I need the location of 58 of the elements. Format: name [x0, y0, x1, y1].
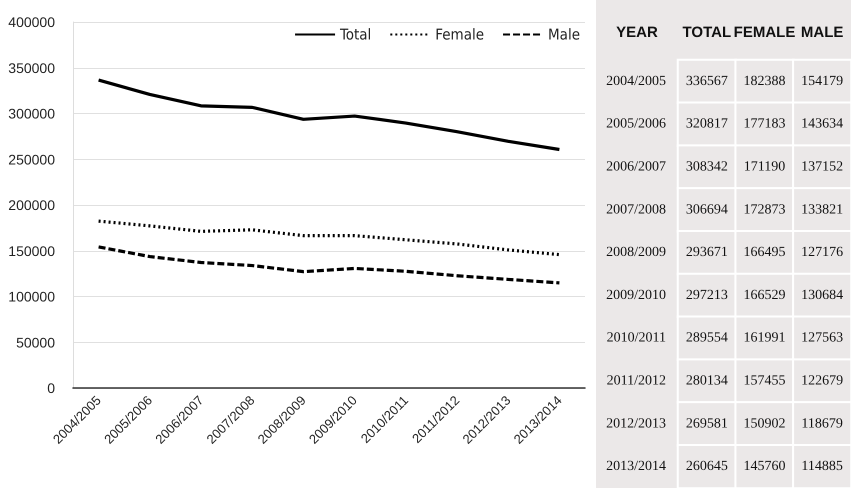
x-tick-label: TOTAL: [682, 24, 732, 41]
y-tick-label: 150000: [8, 242, 56, 259]
y-tick-label: 2007/2008: [606, 202, 666, 218]
data-label: 293671: [686, 245, 728, 260]
y-tick-label: 2008/2009: [606, 245, 666, 260]
data-label: 150902: [744, 416, 786, 432]
y-tick-label: 2010/2011: [606, 330, 666, 346]
y-tick-label: 2009/2010: [606, 288, 666, 303]
x-tick-label: MALE: [800, 24, 844, 41]
y-tick-label: 2006/2007: [606, 160, 666, 174]
y-tick-label: 2013/2014: [606, 459, 666, 474]
y-tick-label: 250000: [8, 151, 56, 168]
y-tick-label: 2011/2012: [606, 374, 666, 388]
y-tick-label: 350000: [8, 60, 56, 76]
y-tick-label: 0: [47, 380, 56, 396]
y-tick-label: 300000: [8, 106, 56, 122]
data-label: 172873: [744, 202, 786, 218]
data-label: 157455: [744, 374, 786, 388]
data-label: 118679: [801, 416, 843, 432]
data-label: 320817: [686, 116, 728, 132]
data-label: 137152: [801, 160, 844, 174]
data-label: 127563: [801, 330, 844, 346]
line-series: [97, 220, 561, 256]
data-label: 260645: [686, 459, 728, 474]
data-label: 122679: [801, 374, 844, 388]
data-label: 182388: [744, 74, 786, 89]
legend-label: Male: [548, 26, 580, 44]
data-label: 143634: [801, 116, 844, 132]
data-label: 336567: [686, 74, 728, 89]
legend-label: Total: [339, 26, 372, 44]
data-label: 297213: [686, 288, 728, 303]
data-label: 133821: [801, 202, 844, 218]
y-tick-label: 50000: [16, 334, 56, 350]
y-axis-title: YEAR: [616, 24, 658, 41]
data-label: 171190: [744, 160, 786, 174]
legend-label: Female: [435, 26, 484, 44]
data-label: 161991: [744, 330, 786, 346]
data-label: 269581: [686, 416, 728, 432]
data-label: 154179: [801, 74, 844, 89]
data-label: 308342: [686, 160, 728, 174]
y-tick-label: 2004/2005: [606, 74, 666, 89]
y-tick-label: 200000: [8, 197, 56, 213]
x-tick-label: FEMALE: [734, 24, 796, 41]
data-label: 166495: [744, 245, 786, 260]
data-label: 177183: [744, 116, 786, 132]
data-label: 289554: [686, 330, 728, 346]
data-label: 127176: [801, 245, 844, 260]
line-series: [97, 78, 561, 152]
data-label: 306694: [686, 202, 728, 218]
y-tick-label: 2005/2006: [606, 116, 666, 132]
y-tick-label: 400000: [8, 14, 56, 30]
data-label: 145760: [744, 459, 786, 474]
y-tick-label: 100000: [8, 288, 56, 304]
data-label: 280134: [686, 374, 728, 388]
data-label: 114885: [801, 459, 843, 474]
line-series: [97, 245, 561, 284]
data-label: 130684: [801, 288, 844, 303]
data-label: 166529: [744, 288, 786, 303]
